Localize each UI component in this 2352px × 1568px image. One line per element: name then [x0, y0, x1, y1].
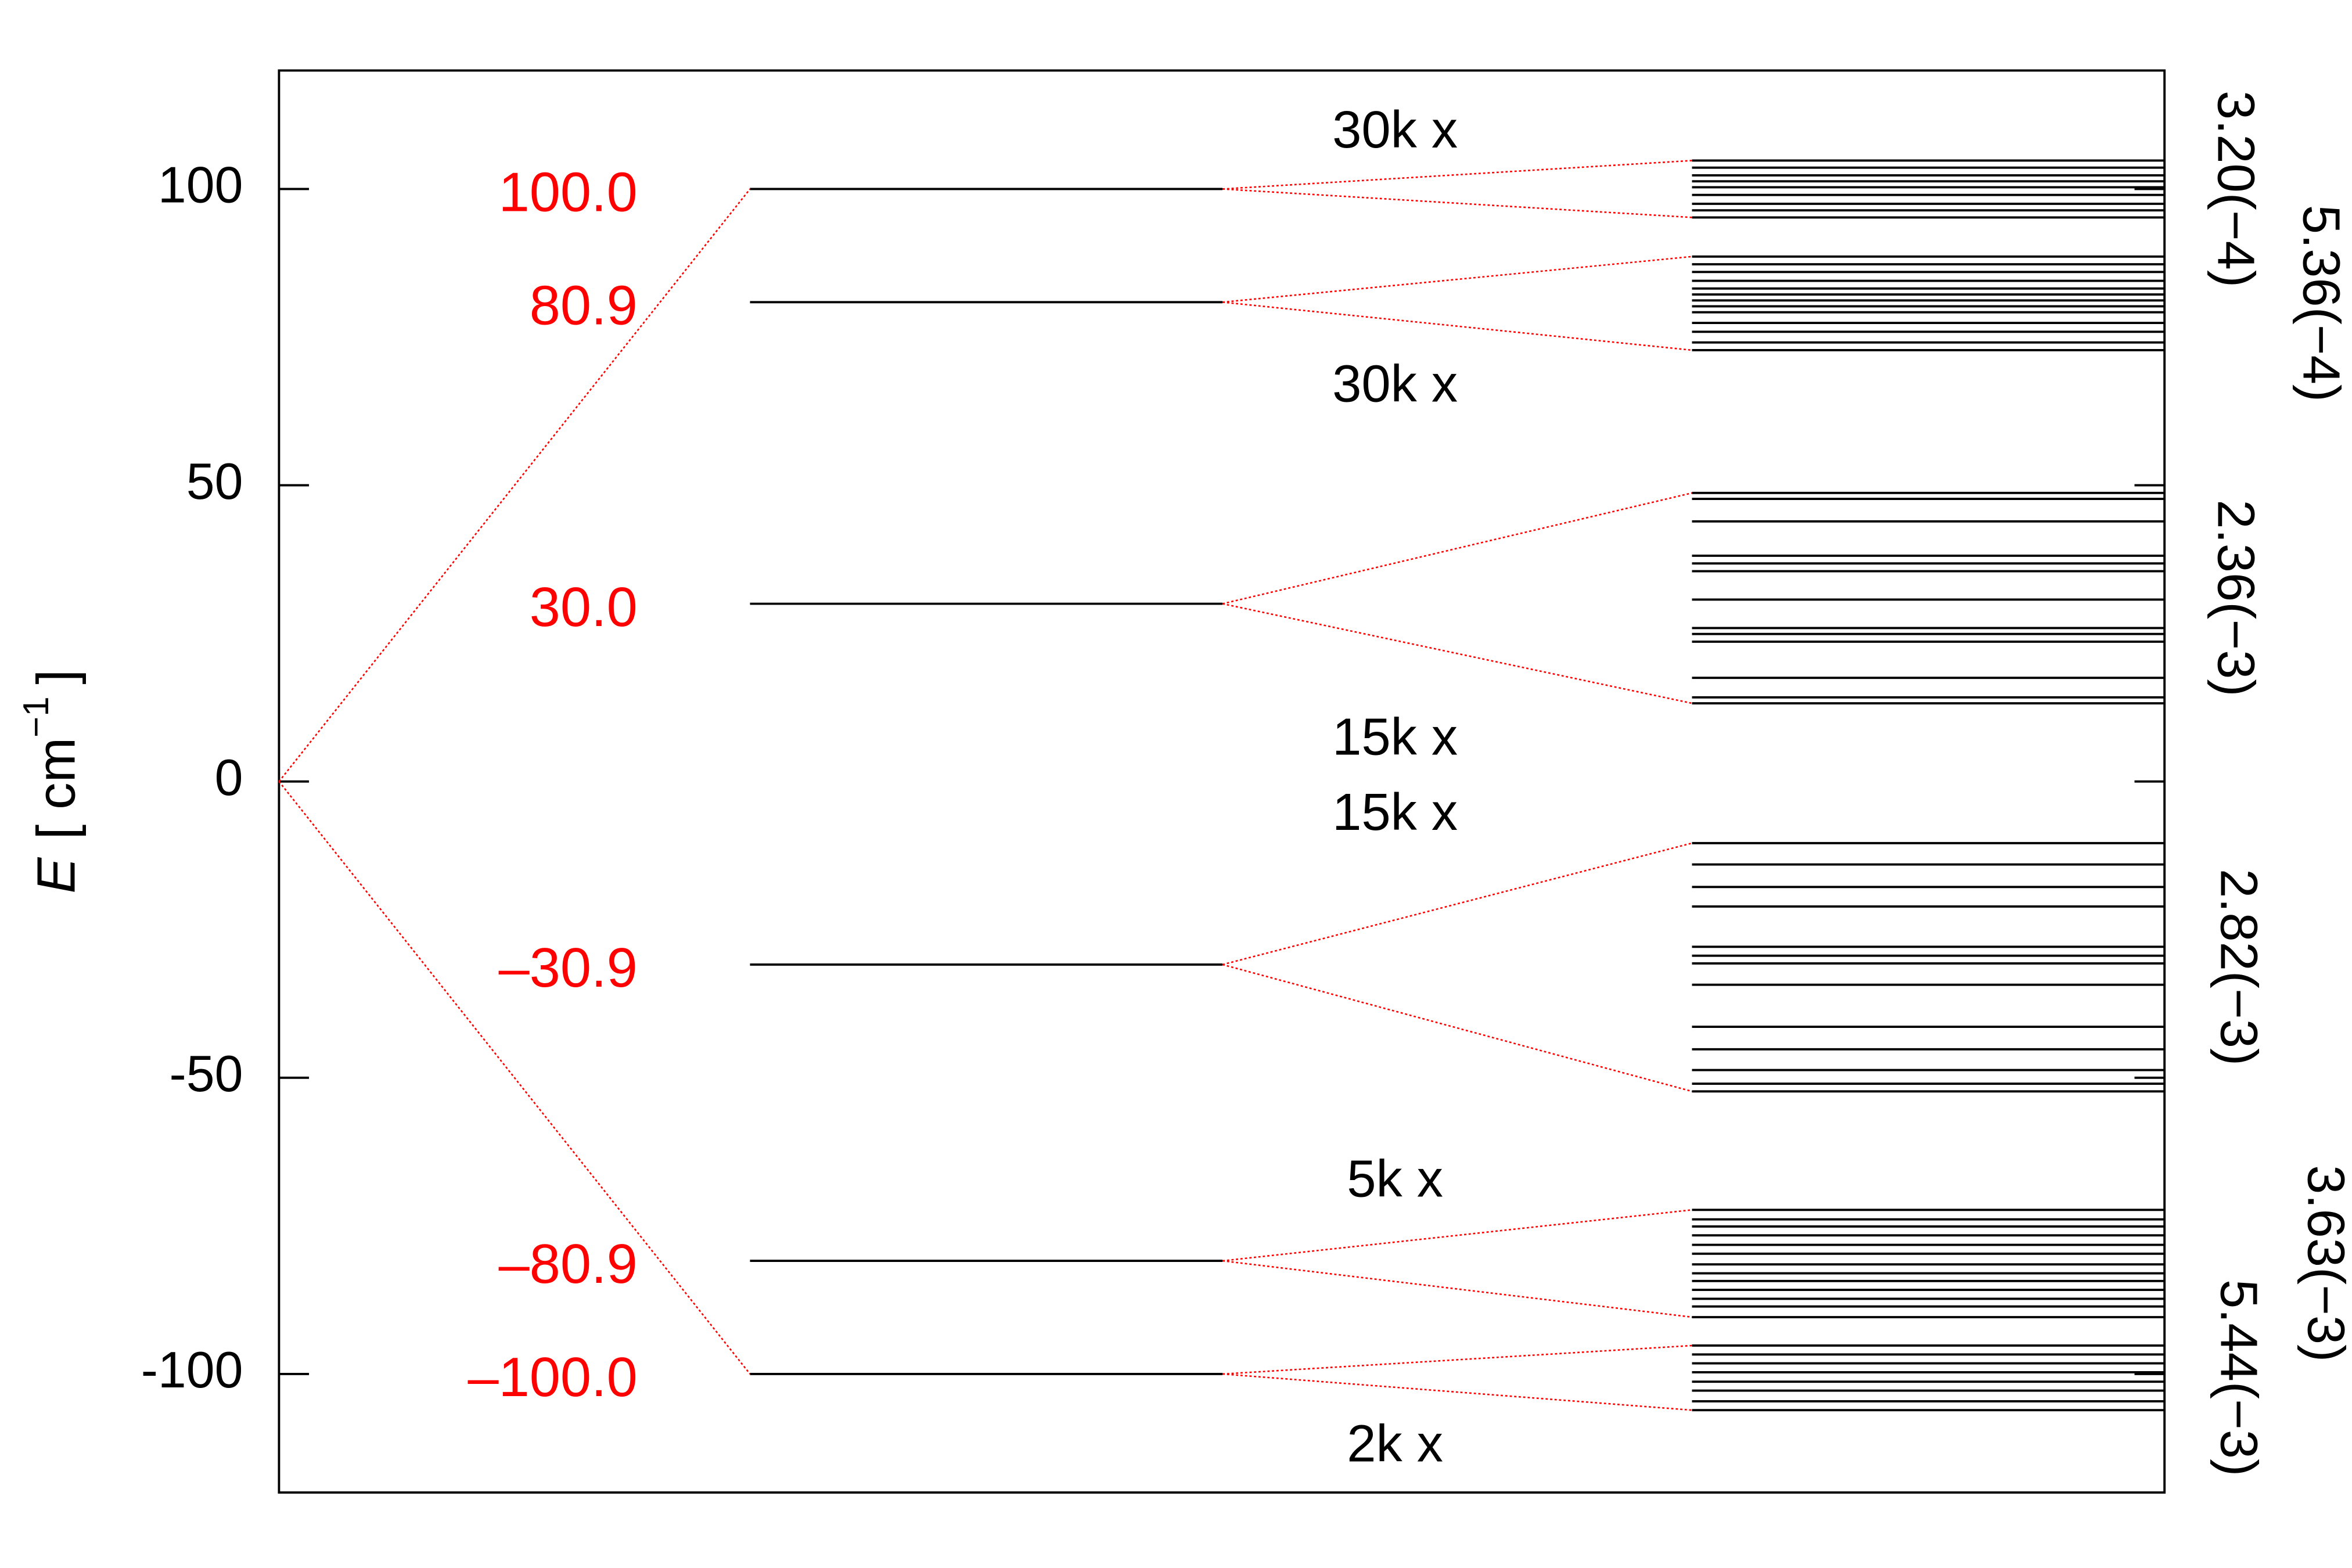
level-label: –80.9	[499, 1233, 638, 1295]
level-label: –30.9	[499, 937, 638, 999]
splitting-label: 2.82(−3)	[2210, 869, 2268, 1066]
level-label: 100.0	[499, 161, 638, 224]
split-connector	[1222, 1344, 1692, 1375]
y-label-symbol: E	[26, 857, 86, 894]
split-connector	[1222, 188, 1692, 218]
y-tick-label: 100	[158, 157, 243, 214]
y-tick-label: -50	[170, 1045, 243, 1102]
y-tick-label: -100	[141, 1342, 243, 1398]
multiplicity-label: 15k x	[1332, 707, 1458, 766]
level-label: 80.9	[530, 274, 638, 336]
y-label-unit: [ cm	[26, 738, 86, 840]
multiplicity-label: 15k x	[1332, 783, 1458, 841]
y-tick-label: 50	[186, 453, 243, 510]
split-connector	[1222, 160, 1692, 190]
splitting-label: 5.36(−4)	[2292, 205, 2351, 402]
split-connector	[1222, 842, 1692, 966]
origin-connector	[278, 188, 751, 782]
splitting-label: 5.44(−3)	[2210, 1279, 2268, 1476]
multiplicity-label: 2k x	[1347, 1415, 1443, 1473]
y-axis-label: E [ cm−1]	[17, 670, 86, 894]
splitting-label: 2.36(−3)	[2206, 499, 2265, 696]
split-connector	[1222, 1209, 1692, 1262]
y-label-exponent: −1	[17, 696, 57, 738]
y-label-close: ]	[26, 670, 86, 685]
split-connector	[1222, 492, 1692, 605]
splitting-label: 3.63(−3)	[2296, 1165, 2352, 1362]
split-connector	[1222, 1260, 1692, 1318]
split-connector	[1222, 256, 1692, 303]
multiplicity-label: 30k x	[1332, 100, 1458, 159]
split-connector	[1222, 603, 1692, 704]
split-connector	[1222, 963, 1692, 1092]
level-label: 30.0	[530, 576, 638, 638]
split-connector	[1222, 301, 1692, 351]
splitting-label: 3.20(−4)	[2206, 91, 2265, 287]
multiplicity-label: 5k x	[1347, 1150, 1443, 1209]
level-label: –100.0	[467, 1346, 637, 1408]
split-connector	[1222, 1373, 1692, 1411]
origin-connector	[278, 781, 751, 1375]
multiplicity-label: 30k x	[1332, 354, 1458, 413]
y-tick-label: 0	[215, 749, 243, 806]
